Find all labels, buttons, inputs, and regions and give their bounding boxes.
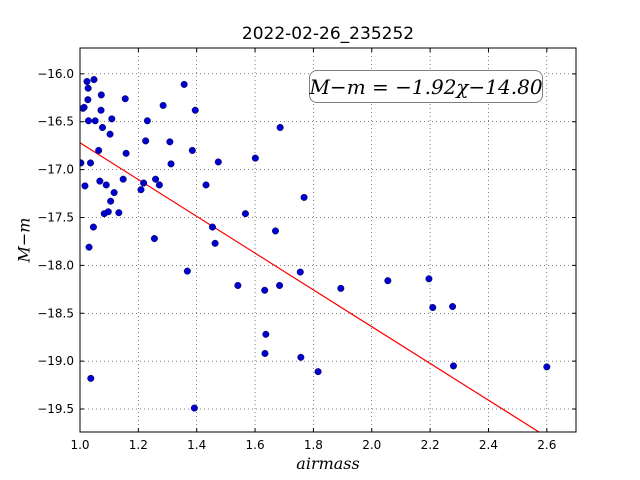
x-tick-label: 2.4 <box>479 438 498 452</box>
data-point <box>191 106 199 114</box>
x-tick-label: 1.4 <box>187 438 206 452</box>
y-tick-label: −18.5 <box>37 306 74 320</box>
data-point <box>84 117 92 125</box>
data-point <box>98 123 106 131</box>
data-point <box>80 103 88 111</box>
y-tick-label: −17.5 <box>37 210 74 224</box>
x-tick-label: 1.2 <box>129 438 148 452</box>
data-point <box>142 137 150 145</box>
data-point <box>106 130 114 138</box>
y-tick-label: −19.0 <box>37 354 74 368</box>
chart-title: 2022-02-26_235252 <box>241 24 415 44</box>
data-point <box>121 95 129 103</box>
data-point <box>211 239 219 247</box>
data-point <box>87 374 95 382</box>
data-point <box>214 158 222 166</box>
data-point <box>83 78 91 86</box>
data-point <box>314 368 322 376</box>
data-point <box>449 303 457 311</box>
data-point <box>84 84 92 92</box>
x-tick-label: 1.8 <box>304 438 323 452</box>
data-point <box>110 189 118 197</box>
y-tick-label: −16.0 <box>37 67 74 81</box>
fit-line-group <box>80 142 541 432</box>
data-point <box>543 363 551 371</box>
data-point <box>119 175 127 183</box>
data-point <box>80 159 85 167</box>
data-point <box>102 181 110 189</box>
data-point <box>384 277 392 285</box>
x-tick-label: 1.0 <box>70 438 89 452</box>
data-point <box>108 115 116 123</box>
data-point <box>155 181 163 189</box>
data-point <box>95 146 103 154</box>
data-point <box>429 304 437 312</box>
data-points <box>80 76 551 412</box>
data-point <box>234 281 242 289</box>
data-point <box>107 197 115 205</box>
fit-equation-label: M−m = −1.92χ−14.80 <box>309 70 543 103</box>
x-tick-label: 2.2 <box>421 438 440 452</box>
data-point <box>180 80 188 88</box>
data-point <box>91 117 99 125</box>
axes-frame <box>79 47 577 433</box>
axes-background <box>80 48 576 432</box>
data-point <box>251 154 259 162</box>
data-point <box>449 362 457 370</box>
y-axis-label: M−m <box>14 217 34 263</box>
x-tick-label: 2.0 <box>362 438 381 452</box>
data-point <box>104 208 112 216</box>
data-point <box>337 284 345 292</box>
data-point <box>261 349 269 357</box>
fit-line <box>80 142 541 432</box>
data-point <box>183 267 191 275</box>
y-tick-label: −19.5 <box>37 402 74 416</box>
axis-ticks: 1.0 1.2 1.4 1.6 1.8 2.0 2.2 2.4 2.6 −16.0 −16.5 −17… <box>37 48 576 452</box>
y-tick-label: −18.0 <box>37 258 74 272</box>
data-point <box>166 138 174 146</box>
data-point <box>202 181 210 189</box>
data-point <box>143 117 151 125</box>
data-point <box>84 96 92 104</box>
data-point <box>276 281 284 289</box>
data-point <box>300 193 308 201</box>
data-point <box>90 76 98 84</box>
data-point <box>262 330 270 338</box>
data-point <box>208 223 216 231</box>
data-point <box>152 175 160 183</box>
data-point <box>188 146 196 154</box>
x-tick-label: 2.6 <box>537 438 556 452</box>
data-point <box>89 223 97 231</box>
data-point <box>261 286 269 294</box>
data-point <box>85 243 93 251</box>
data-point <box>159 101 167 109</box>
data-point <box>140 179 148 187</box>
data-point <box>241 210 249 218</box>
data-point <box>297 353 305 361</box>
data-point <box>296 268 304 276</box>
y-tick-label: −17.0 <box>37 163 74 177</box>
data-point <box>87 159 95 167</box>
x-tick-label: 1.6 <box>246 438 265 452</box>
data-point <box>190 404 198 412</box>
x-axis-label: airmass <box>296 454 360 473</box>
data-point <box>115 209 123 217</box>
data-point <box>96 177 104 185</box>
data-point <box>97 91 105 99</box>
data-point <box>167 160 175 168</box>
y-tick-label: −16.5 <box>37 115 74 129</box>
data-point <box>81 182 89 190</box>
data-point <box>425 275 433 283</box>
data-point <box>271 227 279 235</box>
data-point <box>122 149 130 157</box>
data-point <box>150 235 158 243</box>
data-point <box>276 123 284 131</box>
data-point <box>97 106 105 114</box>
data-point <box>137 186 145 194</box>
